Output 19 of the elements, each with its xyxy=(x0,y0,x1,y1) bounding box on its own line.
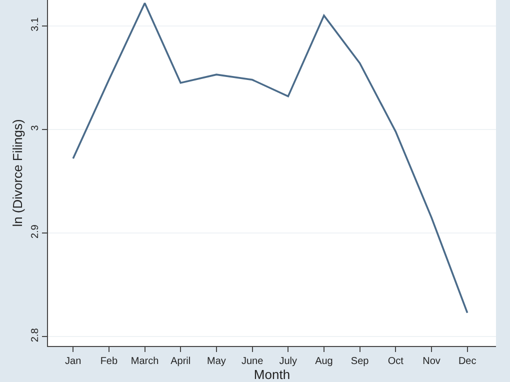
x-tick-label: June xyxy=(241,356,264,367)
y-tick-label: 3 xyxy=(30,124,41,131)
x-tick-label: March xyxy=(130,356,159,367)
y-tick-label: 2.8 xyxy=(30,328,41,342)
x-axis-title: Month xyxy=(254,367,290,382)
x-tick-label: Jan xyxy=(65,356,82,367)
x-tick-label: Oct xyxy=(388,356,404,367)
x-tick-label: April xyxy=(170,356,191,367)
x-tick-label: Feb xyxy=(100,356,118,367)
x-tick-label: Sep xyxy=(350,356,370,367)
y-tick-label: 3.1 xyxy=(30,17,41,32)
y-tick-label: 2.9 xyxy=(30,224,41,239)
x-tick-label: May xyxy=(206,356,226,367)
x-tick-label: July xyxy=(279,356,298,367)
y-axis-title: ln (Divorce Filings) xyxy=(10,119,25,227)
x-tick-label: Aug xyxy=(315,356,333,367)
line-series xyxy=(72,2,468,314)
x-tick-label: Nov xyxy=(422,356,440,367)
x-tick-label: Dec xyxy=(458,356,476,367)
